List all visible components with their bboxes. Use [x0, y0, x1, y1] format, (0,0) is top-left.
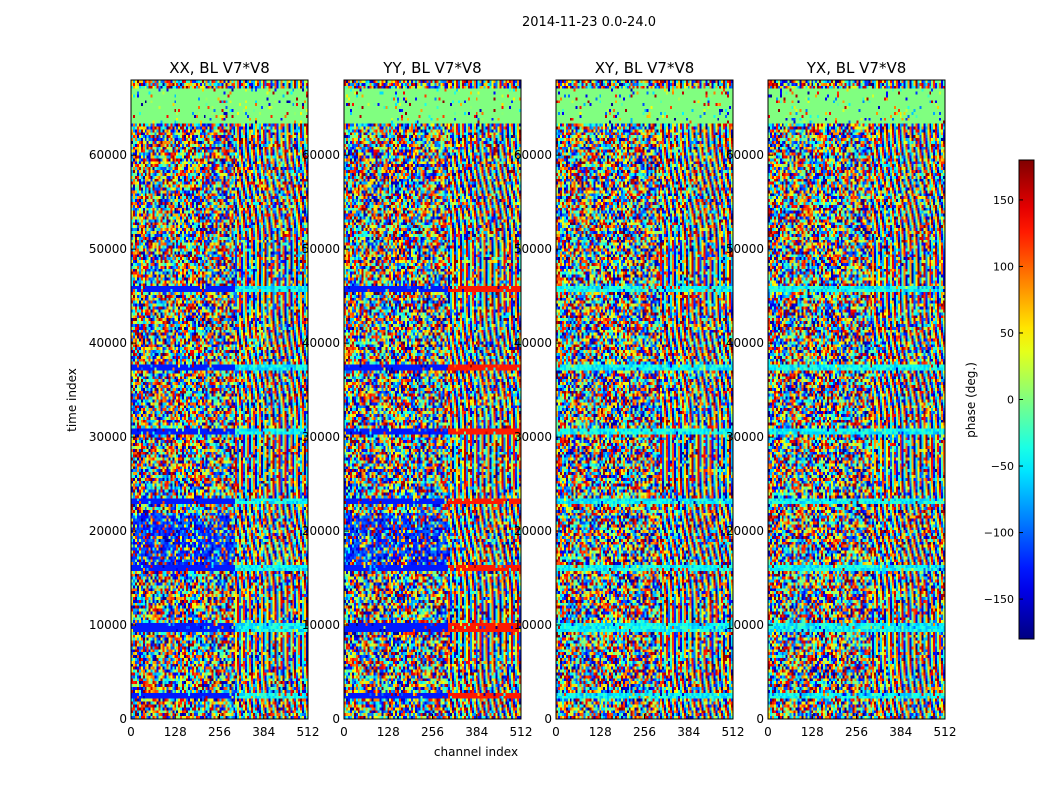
- colorbar-tick-label: 100: [993, 260, 1014, 273]
- y-tick-label: 30000: [726, 430, 764, 444]
- panel: YY, BL V7*V8 0 128 256 384 512 0 10000 20000 3000…: [302, 59, 533, 739]
- x-tick-label: 0: [764, 725, 772, 739]
- y-tick-label: 10000: [514, 618, 552, 632]
- panel-title: XX, BL V7*V8: [169, 59, 270, 77]
- phase-heatmap: [131, 80, 308, 719]
- x-tick-label: 384: [465, 725, 488, 739]
- x-axis-label: channel index: [434, 745, 518, 759]
- panel: XX, BL V7*V8 0 128 256 384 512 0 10000 20000 3000…: [89, 59, 320, 739]
- colorbar-label: phase (deg.): [964, 362, 978, 438]
- colorbar-tick-label: 50: [1000, 327, 1014, 340]
- x-tick-label: 0: [340, 725, 348, 739]
- y-tick-label: 10000: [89, 618, 127, 632]
- panel-title: XY, BL V7*V8: [595, 59, 695, 77]
- phase-heatmap: [768, 80, 945, 719]
- x-tick-label: 256: [633, 725, 656, 739]
- panels: XX, BL V7*V8 0 128 256 384 512 0 10000 20000 3000…: [89, 59, 957, 739]
- y-tick-label: 10000: [302, 618, 340, 632]
- y-tick-label: 30000: [514, 430, 552, 444]
- x-tick-label: 256: [421, 725, 444, 739]
- y-tick-label: 40000: [726, 336, 764, 350]
- y-tick-label: 20000: [514, 524, 552, 538]
- x-tick-label: 128: [377, 725, 400, 739]
- y-tick-label: 60000: [89, 148, 127, 162]
- y-tick-label: 60000: [302, 148, 340, 162]
- colorbar-tick-label: 0: [1007, 394, 1014, 407]
- y-tick-label: 50000: [514, 242, 552, 256]
- phase-heatmap: [556, 80, 733, 719]
- x-tick-label: 512: [722, 725, 745, 739]
- colorbar-tick-label: 150: [993, 194, 1014, 207]
- y-tick-label: 60000: [514, 148, 552, 162]
- x-tick-label: 384: [677, 725, 700, 739]
- y-tick-label: 50000: [302, 242, 340, 256]
- y-tick-label: 40000: [302, 336, 340, 350]
- panel-title: YX, BL V7*V8: [806, 59, 907, 77]
- y-tick-label: 10000: [726, 618, 764, 632]
- x-tick-label: 128: [164, 725, 187, 739]
- y-tick-label: 50000: [726, 242, 764, 256]
- y-tick-label: 60000: [726, 148, 764, 162]
- y-tick-label: 20000: [726, 524, 764, 538]
- colorbar-tick-label: −50: [991, 460, 1014, 473]
- y-tick-label: 0: [332, 712, 340, 726]
- colorbar-tick-label: −150: [984, 593, 1014, 606]
- x-tick-label: 256: [845, 725, 868, 739]
- x-tick-label: 512: [510, 725, 533, 739]
- y-tick-label: 0: [756, 712, 764, 726]
- y-tick-label: 20000: [302, 524, 340, 538]
- y-tick-label: 20000: [89, 524, 127, 538]
- phase-heatmap: [344, 80, 521, 719]
- x-tick-label: 0: [127, 725, 135, 739]
- y-tick-label: 0: [119, 712, 127, 726]
- panel-title: YY, BL V7*V8: [382, 59, 481, 77]
- panel: YX, BL V7*V8 0 128 256 384 512 0 10000 20000 3000…: [726, 59, 957, 739]
- y-tick-label: 30000: [302, 430, 340, 444]
- x-tick-label: 512: [934, 725, 957, 739]
- y-tick-label: 30000: [89, 430, 127, 444]
- colorbar-tick-label: −100: [984, 527, 1014, 540]
- x-tick-label: 512: [297, 725, 320, 739]
- figure-title: 2014-11-23 0.0-24.0: [522, 15, 656, 30]
- x-tick-label: 256: [208, 725, 231, 739]
- y-axis-label: time index: [65, 368, 79, 432]
- x-tick-label: 384: [252, 725, 275, 739]
- colorbar: −150 −100 −50 0 50 100 150: [984, 159, 1035, 640]
- y-tick-label: 40000: [89, 336, 127, 350]
- x-tick-label: 0: [552, 725, 560, 739]
- x-tick-label: 384: [889, 725, 912, 739]
- y-tick-label: 50000: [89, 242, 127, 256]
- y-tick-label: 0: [544, 712, 552, 726]
- panel: XY, BL V7*V8 0 128 256 384 512 0 10000 20000 3000…: [514, 59, 745, 739]
- y-tick-label: 40000: [514, 336, 552, 350]
- x-tick-label: 128: [801, 725, 824, 739]
- x-tick-label: 128: [589, 725, 612, 739]
